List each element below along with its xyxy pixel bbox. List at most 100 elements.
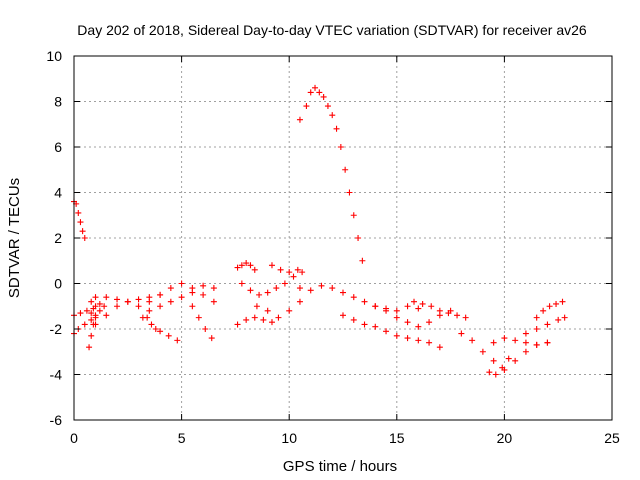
data-point <box>200 291 207 298</box>
data-point <box>103 294 110 301</box>
data-point <box>355 235 362 241</box>
data-point <box>290 273 297 280</box>
data-point <box>260 316 267 323</box>
data-point <box>426 319 433 326</box>
data-point <box>195 314 202 321</box>
y-axis-label: SDTVAR / TECUs <box>6 178 23 298</box>
data-point <box>157 303 164 310</box>
data-point <box>264 289 271 296</box>
data-point <box>77 219 84 226</box>
data-point <box>92 303 99 310</box>
data-point <box>165 332 172 339</box>
axis-ticks <box>73 55 613 421</box>
data-point <box>333 125 340 132</box>
series-seg-y <box>522 314 568 337</box>
x-tick-label: 15 <box>389 430 405 446</box>
data-point <box>553 300 560 307</box>
data-point <box>286 307 293 314</box>
data-point <box>174 337 181 344</box>
data-point <box>92 294 99 301</box>
data-point <box>256 291 263 298</box>
data-point <box>189 289 196 296</box>
data-point <box>189 303 196 310</box>
data-point <box>268 262 275 269</box>
y-tick-label: -2 <box>50 321 63 337</box>
y-tick-label: 0 <box>54 276 62 292</box>
y-tick-label: -4 <box>50 367 63 383</box>
data-point <box>505 355 512 362</box>
data-point <box>342 166 349 173</box>
data-point <box>458 330 465 337</box>
series-seg-t <box>411 298 469 321</box>
series-seg-r <box>340 312 443 351</box>
data-point <box>383 328 390 335</box>
data-point <box>490 339 497 346</box>
data-point <box>238 262 245 269</box>
data-point <box>146 298 153 305</box>
data-point <box>124 298 131 305</box>
data-point <box>492 371 499 378</box>
data-point <box>234 264 241 271</box>
data-point <box>208 335 215 342</box>
data-point <box>247 262 254 269</box>
data-point <box>277 266 284 273</box>
data-point <box>411 298 418 305</box>
data-point <box>490 357 497 364</box>
data-point <box>561 314 568 321</box>
series-seg-w <box>490 335 551 348</box>
data-point <box>445 310 452 317</box>
tick-labels: 0 5 10 15 20 25 -6 -4 -2 0 2 4 6 8 10 <box>46 48 620 446</box>
data-point <box>77 310 84 317</box>
data-point <box>275 314 282 321</box>
series-seg-v <box>486 355 512 378</box>
data-point <box>361 298 368 305</box>
data-point <box>146 307 153 314</box>
data-point <box>393 332 400 339</box>
data-point <box>114 296 121 303</box>
data-point <box>436 344 443 351</box>
data-point <box>303 103 310 110</box>
data-point <box>329 285 336 292</box>
data-point <box>312 84 319 91</box>
data-point <box>350 294 357 301</box>
data-point <box>462 314 469 321</box>
series-seg-k <box>234 260 258 273</box>
data-point <box>393 314 400 321</box>
data-point <box>340 289 346 296</box>
data-point <box>499 364 506 371</box>
data-point <box>307 287 314 294</box>
data-point <box>114 303 121 310</box>
x-axis-label: GPS time / hours <box>283 458 397 475</box>
data-point <box>479 348 486 355</box>
data-point <box>88 316 95 323</box>
data-point <box>522 330 529 337</box>
series-seg-n <box>253 298 303 321</box>
data-point <box>264 307 271 314</box>
data-point <box>238 280 245 287</box>
data-point <box>426 339 433 346</box>
data-point <box>167 298 174 305</box>
data-point <box>522 348 529 355</box>
data-point <box>501 335 508 342</box>
data-point <box>415 323 422 330</box>
series-seg-s <box>372 303 454 330</box>
data-point <box>454 312 461 319</box>
data-point <box>469 337 476 344</box>
data-point <box>157 328 164 335</box>
data-point <box>296 298 303 305</box>
series-seg-q <box>296 282 422 314</box>
data-point <box>210 285 217 292</box>
x-tick-label: 5 <box>178 430 186 446</box>
data-point <box>544 321 551 328</box>
data-point <box>286 269 293 276</box>
data-point <box>81 321 88 328</box>
data-point <box>372 323 379 330</box>
data-point <box>346 189 353 196</box>
y-tick-label: 6 <box>54 139 62 155</box>
data-point <box>404 335 411 342</box>
data-point <box>436 307 443 314</box>
data-point <box>234 321 241 328</box>
x-tick-label: 25 <box>604 430 620 446</box>
data-point <box>512 337 519 344</box>
